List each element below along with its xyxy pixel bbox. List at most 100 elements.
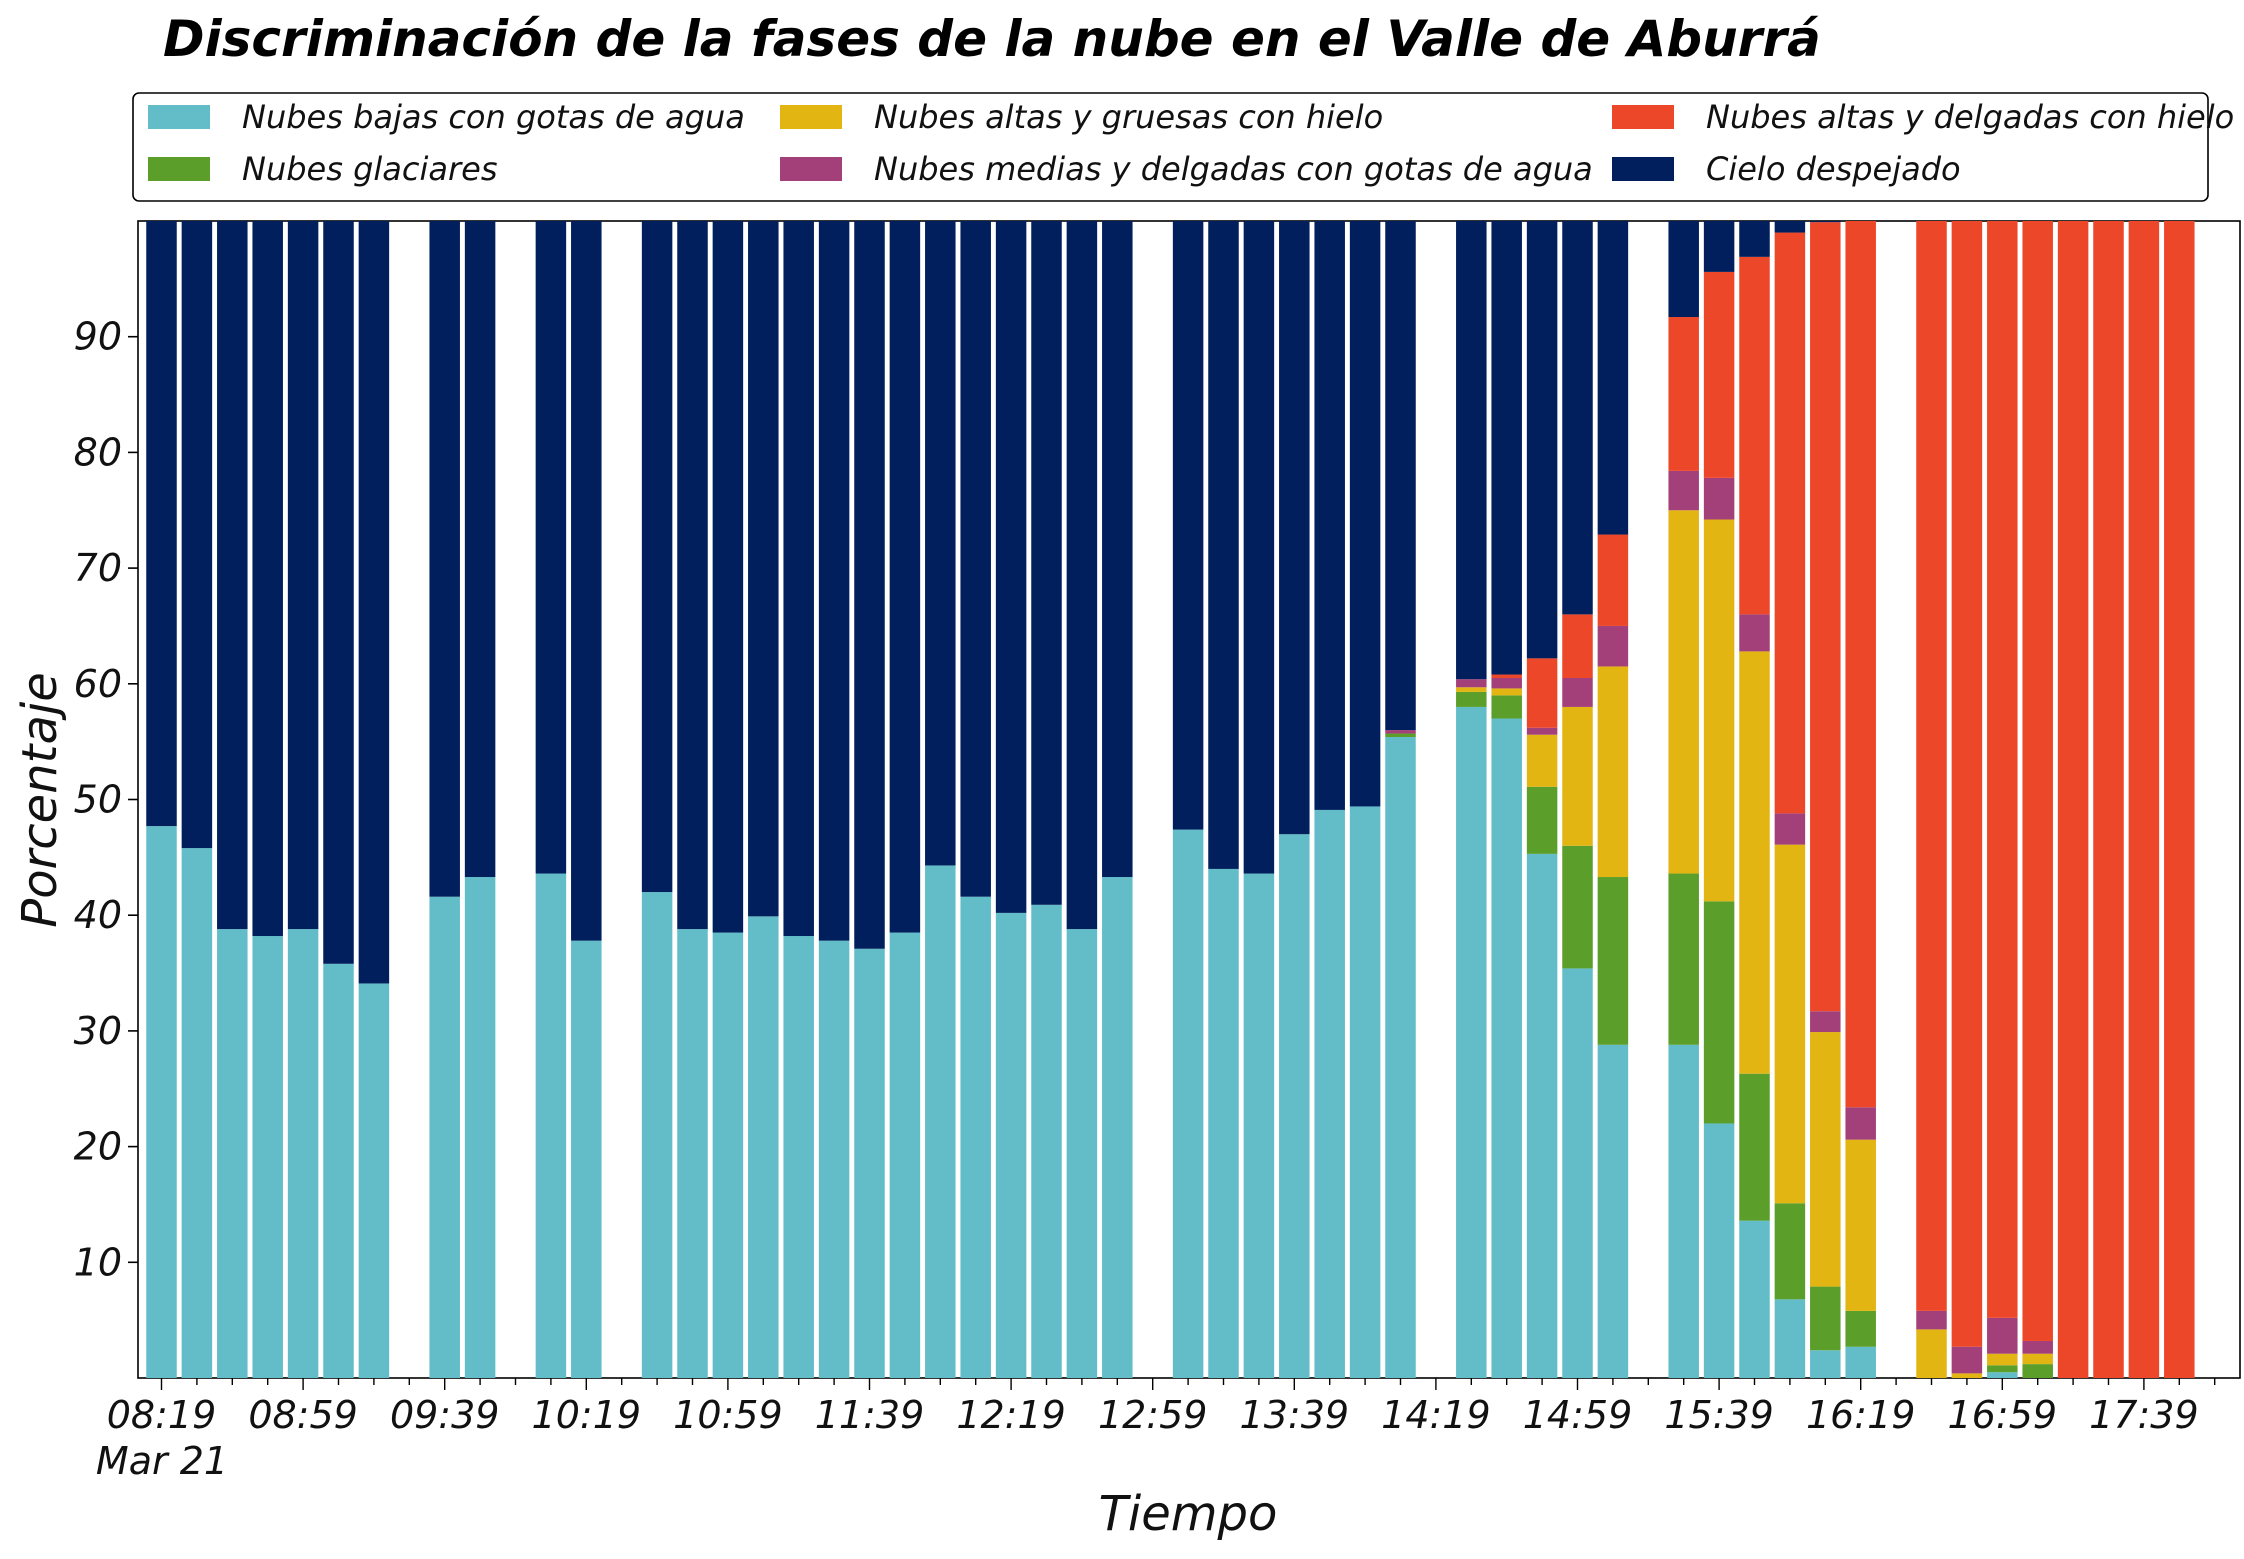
bar-segment [1066, 929, 1098, 1378]
bar-segment [1668, 221, 1699, 318]
bar-segment [1987, 1317, 2018, 1354]
x-tick-label: 12:59 [1098, 1393, 1208, 1437]
bar-segment [1349, 806, 1381, 1378]
x-axis-label: Tiempo [1099, 1486, 1278, 1542]
bar-segment [1668, 1044, 1699, 1378]
bar-segment [1916, 221, 1947, 1311]
y-tick-label: 30 [74, 1009, 122, 1053]
bar-segment [1774, 1203, 1806, 1300]
bar-segment [1031, 904, 1062, 1378]
bar-segment [2164, 221, 2195, 1378]
bar-segment [181, 848, 213, 1378]
bar-segment [571, 940, 602, 1378]
bar-segment [1562, 678, 1593, 707]
bar-segment [1739, 1073, 1770, 1221]
bar-segment [783, 221, 814, 937]
bar-segment [1597, 666, 1629, 878]
bar-segment [1314, 221, 1345, 810]
bar-segment [1066, 221, 1098, 930]
bar-segment [1774, 1299, 1806, 1378]
bar-segment [1845, 1107, 1876, 1140]
bar-segment [1491, 678, 1522, 689]
legend-swatch [148, 157, 210, 181]
bar-segment [1597, 534, 1629, 626]
bar-segment [2093, 221, 2124, 1378]
bar-segment [1562, 221, 1593, 615]
bar-segment [677, 929, 708, 1378]
bar-segment [1208, 221, 1239, 869]
bar-segment [1951, 1373, 1983, 1378]
bar-segment [925, 865, 956, 1378]
bar-segment [1810, 1350, 1841, 1378]
bar-segment [1491, 674, 1522, 679]
bar-segment [1491, 718, 1522, 1378]
bar-segment [1526, 853, 1558, 1378]
bar-segment [1810, 1032, 1841, 1287]
bar-segment [1810, 1286, 1841, 1351]
legend-swatch [1612, 157, 1674, 181]
y-tick-label: 10 [74, 1240, 122, 1284]
bar-segment [1739, 614, 1770, 652]
bar-segment [1951, 1346, 1983, 1374]
bar-segment [1916, 1329, 1947, 1378]
bar-segment [1349, 221, 1381, 807]
x-tick-label: 16:59 [1948, 1393, 2058, 1437]
bar-segment [1102, 877, 1133, 1378]
bar-segment [323, 221, 354, 964]
legend-swatch [780, 157, 842, 181]
bar-segment [1385, 737, 1416, 1378]
x-tick-label: 14:19 [1381, 1393, 1491, 1437]
bar-segment [1562, 845, 1593, 969]
bar-segment [925, 221, 956, 866]
legend-swatch [148, 105, 210, 129]
bar-segment [1810, 1011, 1841, 1033]
x-tick-label: 11:39 [815, 1393, 925, 1437]
bar-segment [146, 221, 177, 827]
bar-segment [535, 221, 567, 874]
bar-segment [1739, 1220, 1770, 1378]
x-tick-label: 08:19 [107, 1393, 217, 1437]
bar-segment [217, 929, 248, 1378]
bar-segment [889, 932, 921, 1378]
bar-segment [1279, 221, 1310, 835]
bar-segment [1987, 221, 2018, 1318]
bar-segment [2057, 221, 2089, 1378]
bar-segment [818, 221, 850, 941]
legend-box [132, 92, 2209, 202]
bar-segment [1774, 221, 1806, 233]
bar-segment [1208, 868, 1239, 1378]
x-tick-label: 10:19 [532, 1393, 642, 1437]
bar-segment [1385, 730, 1416, 734]
bar-segment [571, 221, 602, 941]
bar-segment [1456, 679, 1487, 688]
bar-segment [1668, 873, 1699, 1045]
bar-segment [1845, 1139, 1876, 1311]
bar-segment [641, 221, 673, 893]
bar-segment [1810, 222, 1841, 1012]
bar-segment [2022, 1340, 2053, 1354]
bar-segment [1597, 877, 1629, 1045]
bar-segment [1703, 519, 1735, 902]
bar-segment [1774, 813, 1806, 845]
bar-segment [1739, 256, 1770, 615]
bar-segment [960, 896, 991, 1378]
bar-segment [1845, 1346, 1876, 1378]
bar-segment [1031, 221, 1062, 905]
legend-entry: Nubes glaciares [242, 150, 497, 188]
legend-entry: Nubes altas y gruesas con hielo [874, 98, 1383, 136]
bar-segment [1243, 873, 1275, 1378]
bar-segment [995, 912, 1027, 1378]
x-axis: 08:19 08:59 09:39 10:19 10:59 11:39 12:19 12:59… [107, 1378, 2216, 1437]
bar-segment [2128, 221, 2160, 1378]
bar-segment [677, 221, 708, 930]
bar-segment [429, 896, 460, 1378]
bar-segment [1739, 221, 1770, 257]
bar-segment [1703, 901, 1735, 1124]
bar-segment [1491, 688, 1522, 696]
bar-segment [1526, 727, 1558, 735]
bar-segment [1774, 844, 1806, 1204]
y-tick-label: 50 [74, 778, 122, 822]
bar-segment [1845, 221, 1876, 1108]
legend-entry: Nubes bajas con gotas de agua [242, 98, 745, 136]
bar-segment [1703, 221, 1735, 272]
